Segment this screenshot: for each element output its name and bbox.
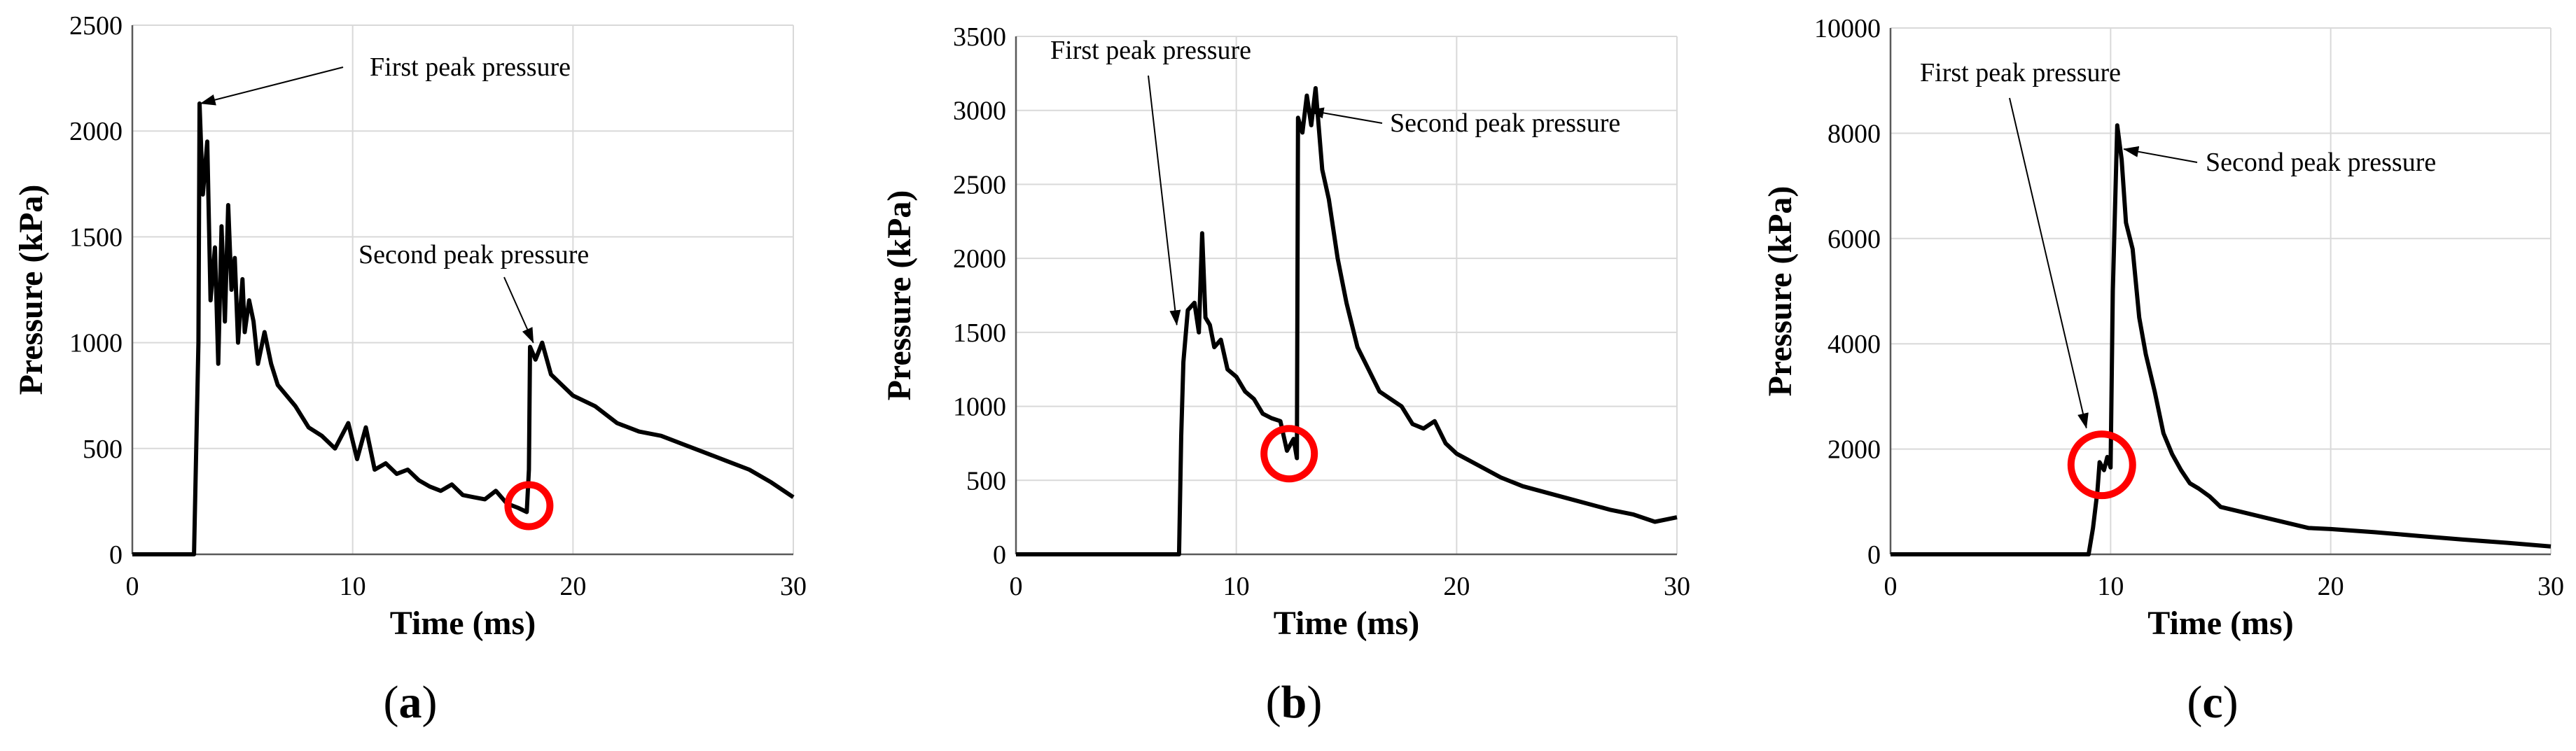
y-tick-label: 2000: [1827, 435, 1881, 465]
y-tick-label: 2500: [69, 11, 123, 41]
annotation-arrow: [2009, 97, 2089, 429]
y-tick-label: 8000: [1827, 119, 1881, 148]
y-tick-label: 500: [83, 435, 123, 464]
annotation-arrow: [2123, 146, 2198, 163]
pressure-series-line: [132, 101, 795, 556]
annotation-label: Second peak pressure: [358, 240, 589, 269]
y-tick-label: 0: [109, 540, 123, 570]
x-tick-label: 10: [340, 572, 366, 601]
panel-label: (b): [1266, 677, 1323, 728]
y-tick-label: 2500: [953, 170, 1006, 199]
pressure-series-line: [1891, 123, 2551, 556]
y-tick-label: 2000: [953, 244, 1006, 274]
x-axis-label: Time (ms): [390, 605, 536, 642]
annotation-label: First peak pressure: [1050, 36, 1251, 65]
y-tick-label: 0: [993, 540, 1006, 570]
annotation-arrow: [200, 66, 344, 106]
annotation-arrow: [503, 276, 534, 344]
y-axis-label: Pressure (kPa): [13, 185, 50, 395]
x-tick-label: 20: [2318, 572, 2344, 601]
chart-panel-b: 0 500 1000 1500 2000 2500 3000 3500 0 10 20 30 Time …: [881, 22, 1690, 728]
x-tick-label: 0: [1884, 572, 1898, 601]
y-tick-label: 6000: [1827, 225, 1881, 254]
highlight-circle: [504, 481, 554, 531]
annotation-arrow: [1148, 75, 1181, 326]
x-tick-label: 20: [559, 572, 586, 601]
annotation-label: First peak pressure: [1920, 58, 2121, 87]
y-axis-label: Pressure (kPa): [1762, 186, 1799, 397]
y-tick-label: 4000: [1827, 330, 1881, 359]
panel-label: (a): [384, 677, 438, 728]
y-tick-label: 1000: [953, 393, 1006, 422]
y-tick-label: 3000: [953, 97, 1006, 126]
y-tick-label: 0: [1867, 540, 1881, 570]
x-tick-label: 30: [780, 572, 807, 601]
annotation-label: Second peak pressure: [2206, 148, 2436, 177]
panel-label-letter: c: [2202, 677, 2222, 728]
y-tick-label: 1500: [953, 318, 1006, 348]
x-tick-label: 10: [2097, 572, 2124, 601]
annotation-arrow: [1308, 107, 1383, 124]
pressure-series-line: [1016, 86, 1678, 556]
y-tick-label: 3500: [953, 22, 1006, 52]
annotation-label: First peak pressure: [370, 52, 571, 82]
x-tick-label: 30: [2537, 572, 2564, 601]
annotation-label: Second peak pressure: [1390, 108, 1620, 138]
highlight-circle: [2067, 430, 2136, 500]
x-axis-label: Time (ms): [1274, 605, 1419, 642]
x-tick-label: 10: [1223, 572, 1250, 601]
panel-label: (c): [2187, 677, 2238, 728]
chart-panel-c: 0 2000 4000 6000 8000 10000 0 10 20 30 Time (ms) Pr…: [1762, 14, 2564, 728]
x-tick-label: 20: [1443, 572, 1470, 601]
y-tick-label: 10000: [1814, 14, 1881, 43]
x-tick-label: 0: [1010, 572, 1023, 601]
highlight-circle: [1260, 425, 1318, 483]
y-tick-label: 500: [966, 466, 1006, 496]
y-tick-label: 1000: [69, 329, 123, 358]
y-tick-label: 1500: [69, 223, 123, 252]
chart-panel-a: 0 500 1000 1500 2000 2500 0 10 20 30 Time (ms) Pres…: [13, 11, 807, 728]
panel-label-letter: a: [399, 677, 422, 728]
x-tick-label: 0: [126, 572, 139, 601]
y-axis-label: Pressure (kPa): [881, 190, 918, 401]
x-tick-label: 30: [1664, 572, 1690, 601]
panel-label-letter: b: [1281, 677, 1307, 728]
x-axis-label: Time (ms): [2147, 605, 2293, 642]
y-tick-label: 2000: [69, 117, 123, 146]
